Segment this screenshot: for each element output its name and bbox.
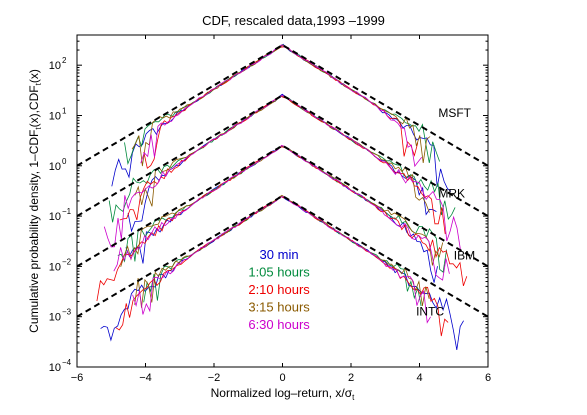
x-tick-label: 6	[485, 372, 491, 384]
stock-label-msft: MSFT	[438, 106, 471, 120]
x-axis-label: Normalized log–return, x/σt	[211, 386, 355, 402]
curve-ibm-2	[96, 146, 468, 302]
stock-label-mrk: MRK	[438, 186, 465, 200]
curve-mrk-0	[127, 93, 437, 233]
y-tick-label: 10	[49, 110, 61, 122]
x-tick-label: 2	[348, 372, 354, 384]
curve-msft-2	[143, 46, 419, 169]
y-tick-label: 10	[49, 312, 61, 324]
stock-labels: MSFT MRK IBM INTC	[416, 106, 475, 319]
y-tick-exponent: 2	[62, 56, 67, 65]
legend-entry-2: 2:10 hours	[248, 282, 310, 297]
y-tick-label: 10	[49, 161, 61, 173]
curve-intc-3	[134, 194, 430, 308]
legend: 30 min 1:05 hours 2:10 hours 3:15 hours 6:30…	[248, 247, 310, 332]
y-tick-label: 10	[49, 211, 61, 223]
y-tick-exponent: 1	[62, 106, 67, 115]
curve-ibm-1	[117, 146, 447, 273]
y-tick-exponent: −1	[62, 207, 72, 216]
y-tick-label: 10	[49, 362, 61, 374]
legend-entry-4: 6:30 hours	[248, 317, 310, 332]
legend-entry-1: 1:05 hours	[248, 264, 310, 279]
curve-mrk-2	[119, 95, 446, 235]
x-axis-ticks: −6 −4 −2 0 2 4 6	[71, 35, 491, 384]
curve-ibm-4	[113, 144, 450, 281]
y-tick-label: 10	[49, 60, 61, 72]
y-axis-label: Cumulative probability density, 1–CDFt(x…	[27, 69, 43, 333]
y-tick-exponent: −3	[62, 308, 72, 317]
y-tick-exponent: −4	[62, 358, 72, 367]
x-tick-label: 0	[279, 372, 285, 384]
chart-title: CDF, rescaled data,1993 –1999	[202, 13, 385, 28]
stock-label-ibm: IBM	[454, 248, 475, 262]
x-tick-label: −2	[208, 372, 221, 384]
curve-msft-3	[131, 44, 431, 167]
curve-mrk-1	[108, 95, 456, 223]
curve-mrk-4	[103, 94, 461, 251]
y-tick-exponent: −2	[62, 257, 72, 266]
data-curves	[96, 43, 468, 350]
x-tick-label: 4	[416, 372, 422, 384]
fit-line-mrk	[76, 94, 489, 217]
x-tick-label: −4	[139, 372, 152, 384]
y-tick-label: 10	[49, 261, 61, 273]
y-tick-exponent: 0	[62, 157, 67, 166]
x-tick-label: −6	[71, 372, 84, 384]
curve-intc-4	[132, 196, 431, 324]
curve-msft-4	[140, 44, 423, 168]
legend-entry-3: 3:15 hours	[248, 300, 310, 315]
stock-label-intc: INTC	[416, 305, 444, 319]
legend-entry-0: 30 min	[260, 247, 299, 262]
